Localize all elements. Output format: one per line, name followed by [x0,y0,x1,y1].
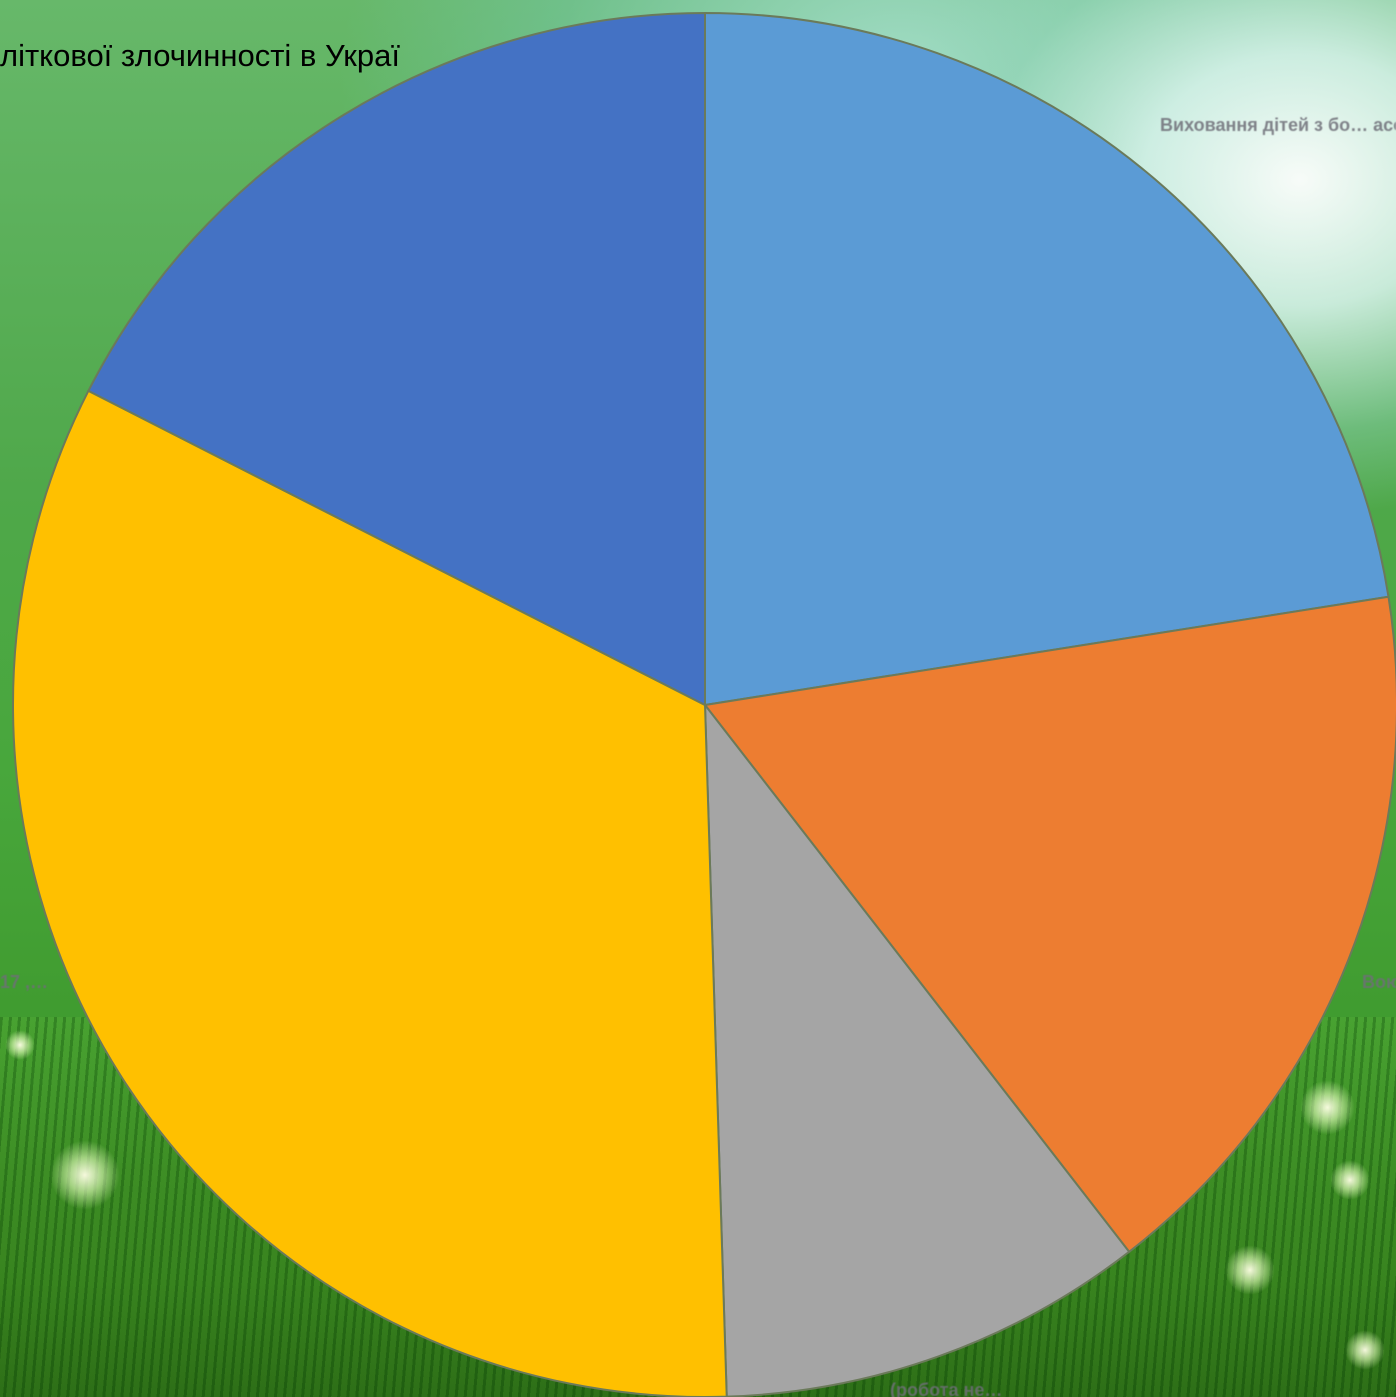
slice-label-4-text: …, 17 [0,972,48,992]
slice-label-3: (робота не… [890,1380,1130,1397]
slice-label-1-text: Виховання дітей з бо… асоц… [1160,115,1396,135]
sparkle-4 [1225,1245,1275,1295]
slice-label-3-text: (робота не… [890,1380,1003,1397]
slice-label-4: …, 17 [0,972,48,993]
pie-slice-4 [11,389,728,1397]
pie-slice-2 [703,595,1396,1254]
sparkle-1 [50,1140,120,1210]
pie-slice-1 [704,11,1390,707]
chart-title: літкової злочинності в Украї [0,38,400,73]
chart-title-container: літкової злочинності в Украї [0,30,495,80]
pie-slice-5 [87,11,706,707]
sparkle-5 [1345,1330,1385,1370]
sparkle-3 [1330,1160,1370,1200]
pie-slices [11,11,1396,1397]
slice-label-2: Вою… [1362,972,1396,993]
sparkle-2 [1300,1080,1355,1135]
slice-label-1: Виховання дітей з бо… асоц… [1160,112,1396,140]
slice-label-2-text: Вою… [1362,972,1396,992]
pie-slice-3 [703,701,1131,1397]
sparkle-6 [5,1030,35,1060]
